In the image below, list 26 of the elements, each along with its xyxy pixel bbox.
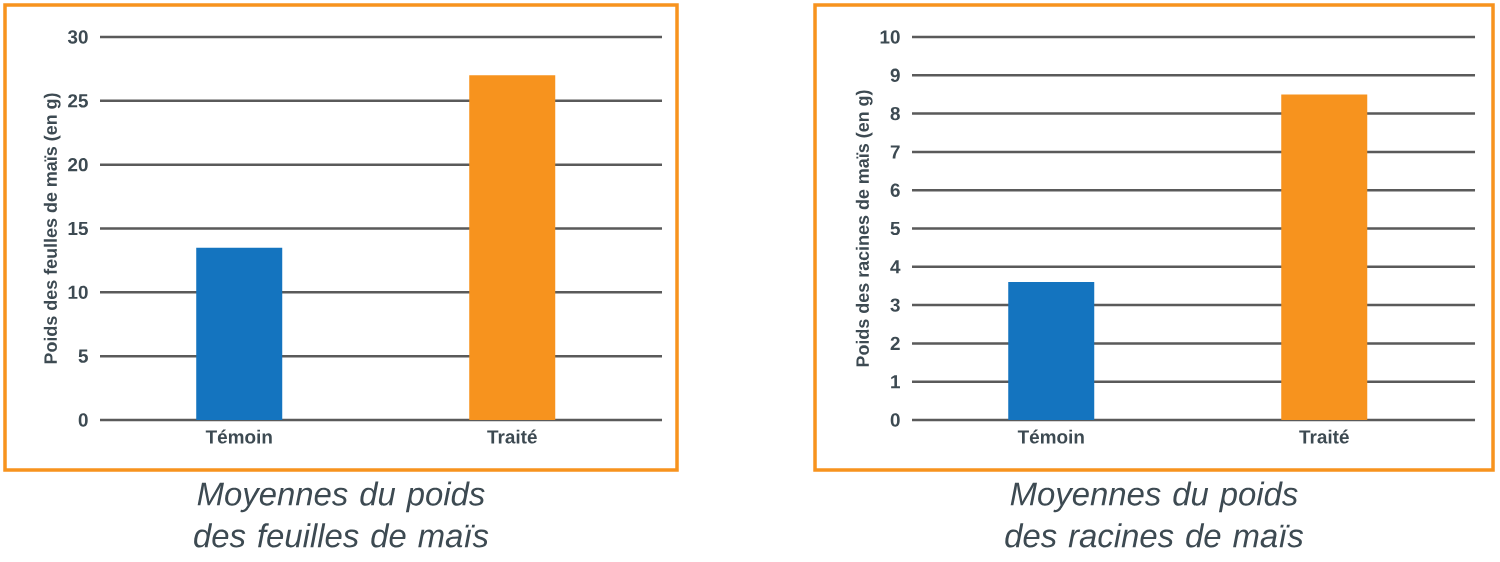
y-tick-label: 6 (890, 183, 900, 197)
y-tick-label: 15 (68, 221, 88, 236)
y-tick-label: 30 (67, 30, 88, 44)
y-tick-label: 1 (891, 375, 900, 389)
y-axis-title: Poids des racines de maïs (en g) (855, 90, 873, 367)
y-tick-label: 25 (68, 94, 88, 108)
y-tick-label: 5 (78, 349, 88, 363)
y-tick-label: 10 (880, 30, 900, 44)
y-tick-label: 3 (890, 298, 900, 312)
x-tick-label: Témoin (1017, 429, 1084, 444)
y-tick-label: 2 (890, 336, 900, 351)
y-tick-label: 4 (890, 260, 901, 274)
y-tick-label: 7 (890, 145, 900, 159)
text: Moyennes du poids des feuilles de maïs (194, 481, 489, 548)
y-tick-label: 5 (890, 221, 900, 236)
y-tick-label: 8 (890, 106, 900, 121)
y-tick-label: 0 (890, 413, 900, 427)
y-axis-title: Poids des feulles de maïs (en g) (43, 93, 61, 364)
x-tick-label: Témoin (205, 429, 272, 444)
y-tick-label: 9 (890, 68, 900, 82)
y-tick-label: 10 (68, 285, 88, 300)
x-tick-label: Traité (487, 429, 537, 444)
y-tick-label: 20 (68, 157, 88, 172)
y-tick-label: 0 (78, 413, 88, 427)
text: Moyennes du poids des racines de maïs (1005, 481, 1304, 548)
x-tick-label: Traité (1299, 429, 1349, 444)
